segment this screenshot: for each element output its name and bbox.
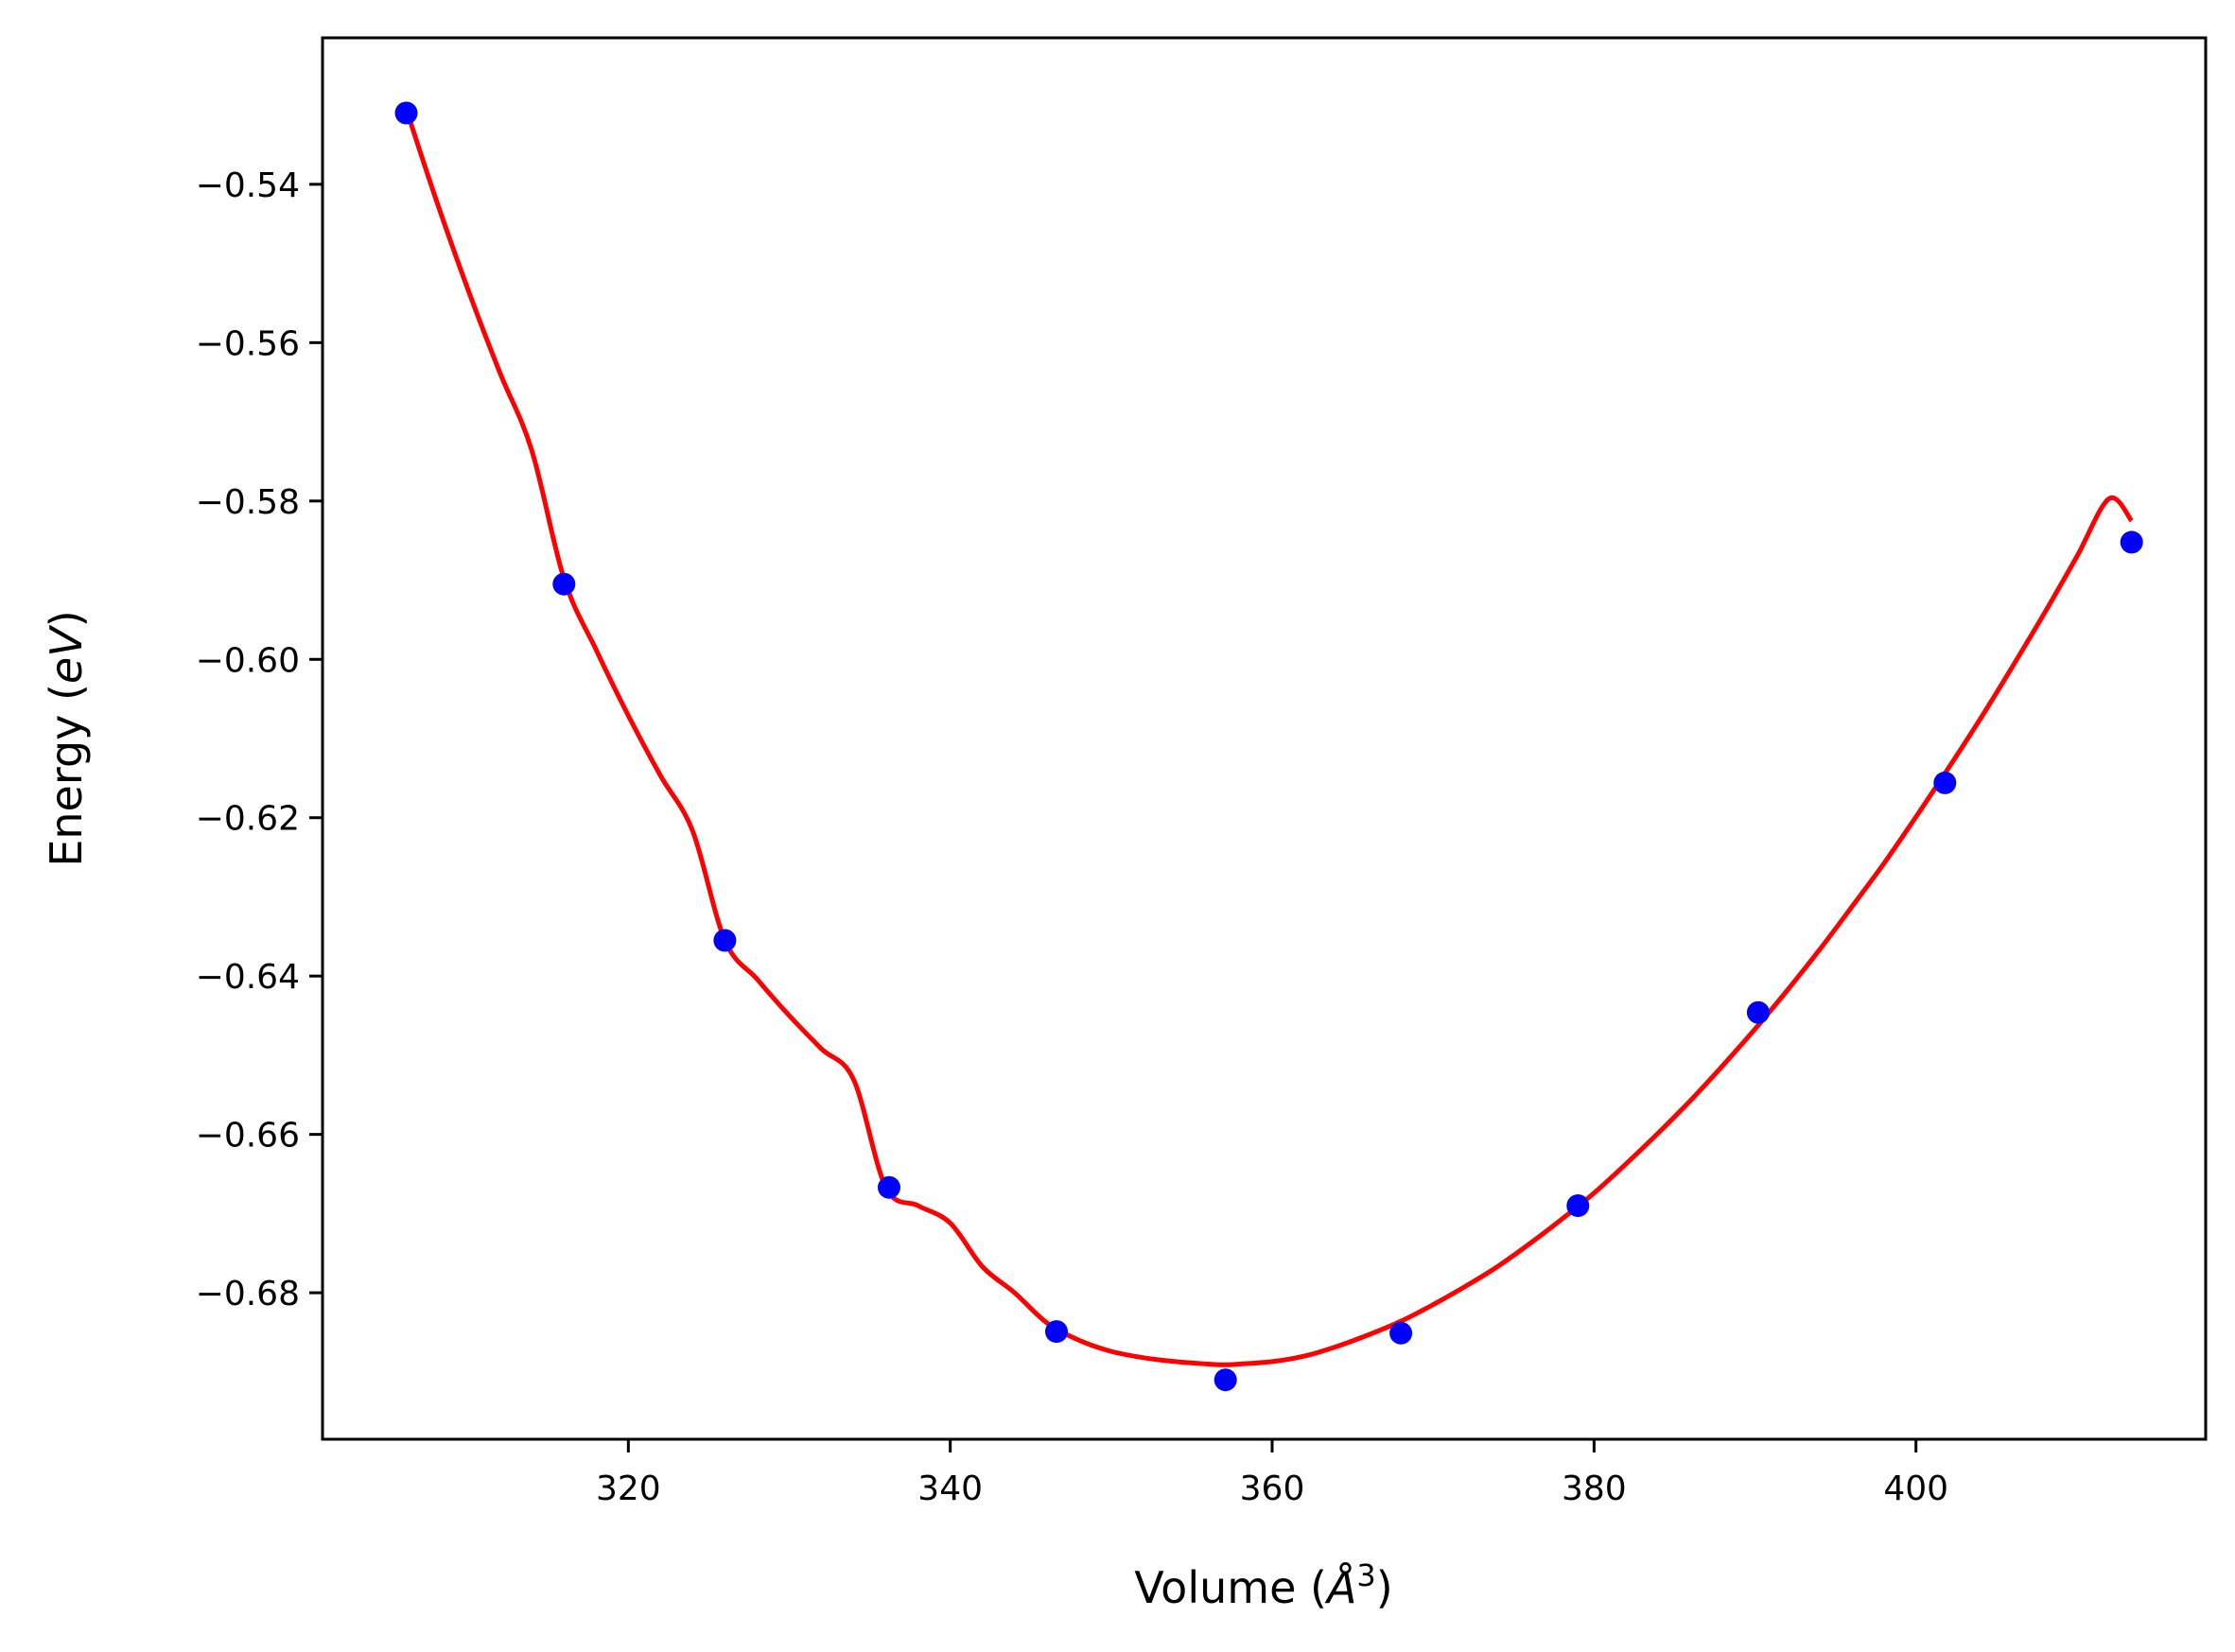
y-tick-label: −0.66: [196, 1117, 300, 1156]
x-tick-label: 360: [1240, 1469, 1305, 1508]
x-axis-ticks: 320 340 360 380 400: [596, 1439, 1948, 1508]
x-tick-label: 340: [917, 1469, 983, 1508]
plot-area: [323, 38, 2206, 1439]
data-point: [1746, 1000, 1770, 1024]
y-tick-label: −0.56: [196, 324, 300, 363]
y-axis-label-symbol: eV: [41, 624, 92, 684]
y-tick-label: −0.54: [196, 166, 300, 205]
data-point: [1045, 1320, 1068, 1344]
data-point: [1933, 771, 1957, 794]
y-tick-label: −0.68: [196, 1275, 300, 1313]
x-tick-label: 380: [1562, 1469, 1627, 1508]
x-axis-label-superscript: 3: [1356, 1557, 1375, 1593]
fit-curve-layer: [404, 108, 2134, 1367]
y-axis-label-prefix: Energy (: [41, 684, 92, 867]
x-axis-label-suffix: ): [1376, 1562, 1393, 1613]
y-tick-label: −0.62: [196, 800, 300, 839]
data-point: [394, 101, 418, 125]
y-axis-label-suffix: ): [41, 610, 92, 627]
x-axis-label: Volume (Å3): [1134, 1557, 1392, 1613]
data-points-layer: [394, 101, 2143, 1392]
y-tick-label: −0.58: [196, 483, 300, 522]
y-axis-ticks: −0.54 −0.56 −0.58 −0.60 −0.62 −0.64 −0.66 −0.68: [196, 166, 323, 1313]
x-tick-label: 320: [596, 1469, 661, 1508]
data-point: [1214, 1368, 1237, 1392]
plot-frame: [321, 36, 2208, 1441]
data-point: [713, 929, 737, 952]
y-tick-label: −0.60: [196, 641, 300, 680]
data-point: [878, 1175, 900, 1199]
y-axis-label: Energy (eV): [41, 610, 92, 866]
fit-curve-line: [404, 108, 2134, 1367]
data-point: [2120, 530, 2143, 554]
data-point: [1389, 1321, 1413, 1345]
data-point: [1566, 1194, 1590, 1217]
data-point: [552, 572, 576, 596]
x-axis-label-prefix: Volume (: [1134, 1562, 1327, 1613]
x-tick-label: 400: [1883, 1469, 1948, 1508]
y-tick-label: −0.64: [196, 958, 300, 997]
x-axis-label-symbol: Å: [1324, 1562, 1356, 1613]
